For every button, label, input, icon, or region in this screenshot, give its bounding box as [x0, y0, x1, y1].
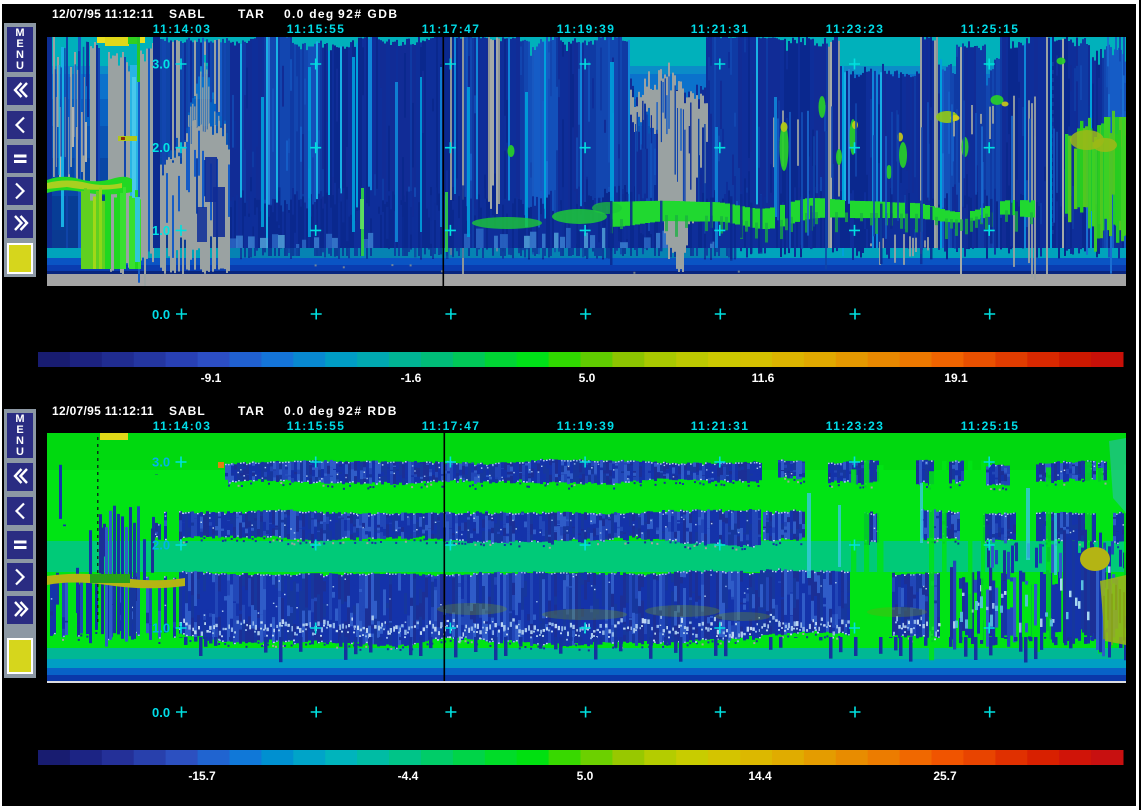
svg-text:2.0: 2.0: [152, 140, 170, 155]
svg-text:1.0: 1.0: [152, 223, 170, 238]
svg-text:3.0: 3.0: [152, 57, 170, 72]
